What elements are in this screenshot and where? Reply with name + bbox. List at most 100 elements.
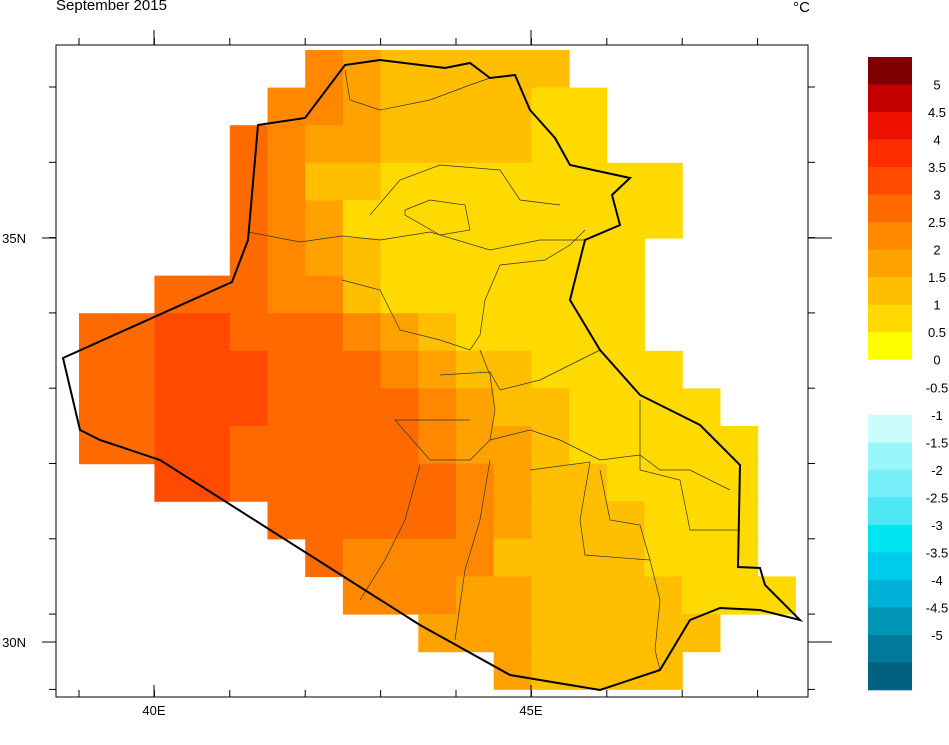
x-tick-label: 45E [519, 703, 542, 718]
grid-cell [342, 501, 382, 540]
unit-label: °C [793, 0, 810, 16]
grid-cell [192, 388, 231, 427]
grid-cell [456, 162, 495, 201]
colorbar-box [868, 497, 912, 526]
grid-cell [531, 162, 570, 201]
colorbar-box [868, 84, 912, 113]
grid-cell [531, 388, 570, 427]
grid-cell [418, 238, 457, 277]
grid-cell [531, 125, 570, 164]
grid-cell [342, 238, 382, 277]
grid-cell [418, 200, 457, 239]
grid-cell [380, 125, 419, 164]
colorbar-box [868, 332, 912, 361]
grid-cell [682, 426, 721, 465]
grid-cell [380, 576, 419, 615]
grid-cell [342, 576, 382, 615]
grid-cell [644, 463, 683, 502]
colorbar-box [868, 442, 912, 471]
grid-cell [305, 426, 344, 465]
grid-cell [305, 50, 344, 89]
grid-cell [644, 200, 683, 239]
grid-cell [79, 350, 118, 389]
grid-cell [267, 125, 306, 164]
grid-cell [305, 501, 344, 540]
province-line [369, 164, 561, 216]
colorbar-box [868, 662, 912, 691]
grid-cell [380, 275, 419, 314]
grid-cell [380, 501, 419, 540]
colorbar-label: 2.5 [928, 215, 946, 230]
grid-cell [380, 350, 419, 389]
grid-cell [531, 426, 570, 465]
grid-cell [719, 426, 759, 465]
colorbar-box [868, 607, 912, 636]
grid-cell [380, 463, 419, 502]
grid-cell [456, 501, 495, 540]
grid-cell [531, 501, 570, 540]
y-tick-label: 30N [2, 635, 26, 650]
colorbar-box [868, 277, 912, 305]
grid-cell [493, 538, 532, 577]
colorbar-label: -2.5 [926, 490, 948, 505]
grid-cell [682, 388, 721, 427]
colorbar-label: -4.5 [926, 600, 948, 615]
colorbar-box [868, 57, 912, 85]
grid-cell [531, 614, 570, 653]
grid-cell [644, 651, 683, 690]
grid-cell [456, 350, 495, 389]
grid-cell [342, 313, 382, 352]
grid-cell [342, 275, 382, 314]
grid-cell [192, 426, 231, 465]
grid-cell [418, 87, 457, 126]
grid-cell [531, 576, 570, 615]
grid-cell [267, 463, 306, 502]
grid-cell [305, 463, 344, 502]
grid-cell [682, 614, 721, 653]
province-line [404, 199, 471, 236]
grid-cell [192, 275, 231, 314]
grid-cell [569, 238, 608, 277]
grid-cell [493, 426, 532, 465]
grid-cell [116, 388, 155, 427]
grid-cell [531, 238, 570, 277]
grid-cell [305, 538, 344, 577]
grid-cell [79, 388, 118, 427]
colorbar-label: 5 [933, 78, 940, 93]
grid-cell [493, 200, 532, 239]
grid-cell [229, 463, 269, 502]
grid-cell [342, 426, 382, 465]
grid-cell [456, 125, 495, 164]
grid-cell [342, 125, 382, 164]
colorbar-box [868, 194, 912, 223]
colorbar-label: 0.5 [928, 325, 946, 340]
colorbar-label: 0 [933, 353, 940, 368]
grid-cell [305, 162, 344, 201]
grid-cell [380, 162, 419, 201]
colorbar-box [868, 634, 912, 663]
grid-cell [267, 350, 306, 389]
grid-cell [305, 388, 344, 427]
grid-cell [531, 313, 570, 352]
grid-cell [380, 538, 419, 577]
grid-cell [493, 87, 532, 126]
grid-cell [493, 388, 532, 427]
grid-cell [569, 125, 608, 164]
province-line [489, 429, 731, 491]
country-border [61, 58, 804, 692]
colorbar-label: -1.5 [926, 435, 948, 450]
grid-cell [305, 200, 344, 239]
province-line [439, 349, 601, 391]
grid-cell [342, 200, 382, 239]
colorbar-box [868, 579, 912, 608]
grid-cell [418, 614, 457, 653]
grid-cell [531, 350, 570, 389]
grid-cell [569, 501, 608, 540]
province-line [529, 461, 661, 671]
grid-cell [418, 275, 457, 314]
grid-cell [569, 651, 608, 690]
grid-cell [493, 463, 532, 502]
grid-cell [493, 614, 532, 653]
province-line [247, 231, 585, 251]
grid-cell [229, 125, 269, 164]
